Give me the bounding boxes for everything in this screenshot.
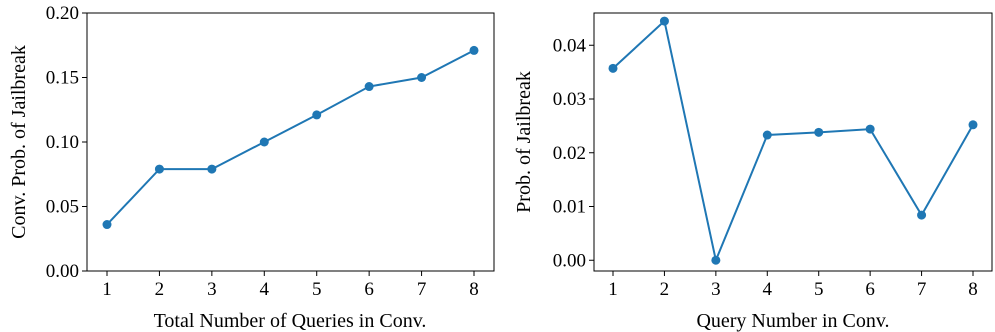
left-plot-frame bbox=[86, 12, 495, 272]
right-data-point bbox=[659, 16, 669, 26]
left-data-point bbox=[312, 110, 322, 120]
left-x-tick-label: 7 bbox=[417, 279, 427, 300]
right-chart: 0.00 0.01 0.02 0.03 0.04 1 2 3 4 5 6 7 8 Query Numb… bbox=[513, 12, 993, 332]
left-y-tick-label: 0.00 bbox=[46, 261, 79, 282]
left-x-tick-label: 5 bbox=[312, 279, 322, 300]
left-x-tick-label: 4 bbox=[260, 279, 270, 300]
right-x-tick-label: 4 bbox=[763, 279, 773, 300]
right-series bbox=[608, 16, 978, 265]
right-y-tick-label: 0.03 bbox=[553, 89, 586, 110]
left-data-point bbox=[154, 164, 164, 174]
left-data-point bbox=[364, 82, 374, 92]
left-data-point bbox=[207, 164, 217, 174]
left-y-tick-label: 0.15 bbox=[46, 68, 79, 89]
left-x-tick-label: 6 bbox=[364, 279, 374, 300]
left-x-tick-label: 2 bbox=[155, 279, 165, 300]
right-x-tick-label: 1 bbox=[608, 279, 618, 300]
right-x-ticks: 1 2 3 4 5 6 7 8 bbox=[608, 271, 978, 300]
right-data-point bbox=[865, 124, 875, 134]
left-data-point bbox=[417, 73, 427, 82]
left-x-axis-label: Total Number of Queries in Conv. bbox=[154, 310, 427, 332]
right-x-tick-label: 5 bbox=[814, 279, 824, 300]
right-data-point bbox=[814, 127, 824, 137]
left-y-ticks: 0.00 0.05 0.10 0.15 0.20 bbox=[46, 3, 87, 282]
left-data-point bbox=[102, 220, 112, 230]
left-x-tick-label: 8 bbox=[469, 279, 479, 300]
right-x-tick-label: 7 bbox=[917, 279, 927, 300]
left-y-tick-label: 0.10 bbox=[46, 132, 79, 153]
right-data-point bbox=[968, 120, 978, 130]
left-x-ticks: 1 2 3 4 5 6 7 8 bbox=[102, 271, 479, 300]
left-chart: 0.00 0.05 0.10 0.15 0.20 1 2 3 4 5 6 7 8 Total Numb… bbox=[8, 3, 495, 332]
left-data-point bbox=[259, 137, 269, 147]
right-x-tick-label: 8 bbox=[968, 279, 978, 300]
right-x-axis-label: Query Number in Conv. bbox=[696, 310, 889, 332]
right-data-point bbox=[917, 210, 927, 220]
right-plot-frame bbox=[593, 12, 993, 272]
right-series-line bbox=[612, 19, 974, 264]
right-y-tick-label: 0.00 bbox=[553, 250, 586, 271]
right-data-point bbox=[762, 130, 772, 140]
right-data-point bbox=[711, 255, 721, 265]
left-series-line bbox=[106, 49, 475, 226]
right-y-tick-label: 0.02 bbox=[553, 143, 586, 164]
left-data-point bbox=[469, 45, 479, 55]
left-y-tick-label: 0.05 bbox=[46, 197, 79, 218]
left-series bbox=[102, 45, 479, 230]
left-y-tick-label: 0.20 bbox=[46, 3, 79, 24]
left-x-tick-label: 3 bbox=[207, 279, 217, 300]
left-x-tick-label: 1 bbox=[102, 279, 112, 300]
right-x-tick-label: 6 bbox=[865, 279, 875, 300]
right-y-tick-label: 0.01 bbox=[553, 197, 586, 218]
right-x-tick-label: 2 bbox=[660, 279, 670, 300]
right-y-ticks: 0.00 0.01 0.02 0.03 0.04 bbox=[553, 35, 594, 271]
left-y-axis-label: Conv. Prob. of Jailbreak bbox=[8, 45, 30, 239]
right-y-axis-label: Prob. of Jailbreak bbox=[513, 71, 535, 213]
right-data-point bbox=[608, 63, 618, 73]
right-x-tick-label: 3 bbox=[711, 279, 721, 300]
right-y-tick-label: 0.04 bbox=[553, 35, 587, 56]
